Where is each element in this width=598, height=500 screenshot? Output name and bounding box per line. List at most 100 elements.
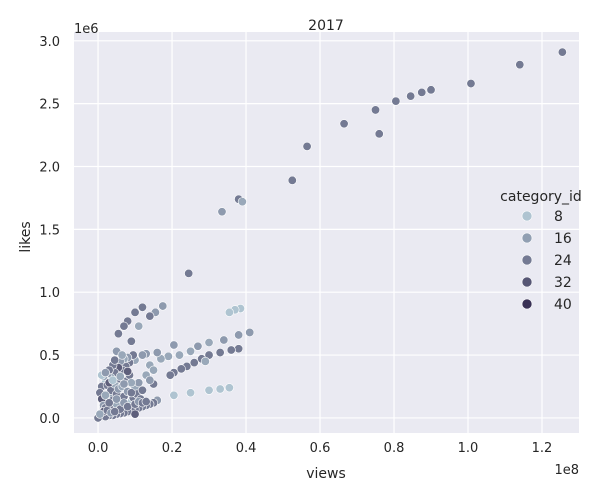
data-point xyxy=(200,356,210,366)
data-point xyxy=(186,388,196,398)
y-tick-label: 0.5 xyxy=(39,349,60,364)
y-offset-label: 1e6 xyxy=(74,22,99,37)
data-point xyxy=(112,394,122,404)
plot-background xyxy=(74,32,579,433)
data-point xyxy=(110,407,120,417)
data-point xyxy=(371,105,381,115)
y-tick-label: 0.0 xyxy=(39,412,60,427)
legend-label: 8 xyxy=(554,209,563,225)
x-axis-label: views xyxy=(306,466,346,482)
data-point xyxy=(134,321,144,331)
y-tick-labels: 0.0 0.5 1.0 1.5 2.0 2.5 3.0 xyxy=(39,35,60,427)
data-point xyxy=(145,311,155,321)
legend-label: 32 xyxy=(554,275,572,291)
data-point xyxy=(123,366,133,376)
y-axis-label: likes xyxy=(18,221,34,252)
data-point xyxy=(217,207,227,217)
data-point xyxy=(95,409,105,419)
x-tick-label: 0.8 xyxy=(384,441,405,456)
data-point xyxy=(204,385,214,395)
data-point xyxy=(169,340,179,350)
y-tick-label: 1.5 xyxy=(39,223,60,238)
data-point xyxy=(137,302,147,312)
data-point xyxy=(557,47,567,57)
data-point xyxy=(224,383,234,393)
data-point xyxy=(130,409,140,419)
legend-label: 40 xyxy=(554,297,572,313)
data-point xyxy=(193,341,203,351)
data-point xyxy=(184,268,194,278)
data-point xyxy=(189,358,199,368)
x-offset-label: 1e8 xyxy=(554,463,579,478)
legend-marker xyxy=(521,232,533,244)
data-point xyxy=(234,330,244,340)
data-point xyxy=(113,329,123,339)
data-point xyxy=(145,375,155,385)
data-point xyxy=(226,345,236,355)
x-tick-label: 0.6 xyxy=(310,441,331,456)
x-tick-label: 0.2 xyxy=(162,441,183,456)
x-tick-labels: 0.0 0.2 0.4 0.6 0.8 1.0 1.2 xyxy=(88,441,553,456)
data-point xyxy=(287,175,297,185)
data-point xyxy=(219,335,229,345)
data-point xyxy=(215,348,225,358)
legend-marker xyxy=(521,254,533,266)
data-point xyxy=(104,398,114,408)
data-point xyxy=(152,348,162,358)
data-point xyxy=(149,365,159,375)
data-point xyxy=(515,60,525,70)
data-point xyxy=(130,307,140,317)
data-point xyxy=(417,87,427,97)
legend-marker xyxy=(521,276,533,288)
data-point xyxy=(115,371,125,381)
data-point xyxy=(466,79,476,89)
data-point xyxy=(165,370,175,380)
data-point xyxy=(110,355,120,365)
data-point xyxy=(234,344,244,354)
legend-marker xyxy=(521,298,533,310)
data-point xyxy=(137,350,147,360)
y-tick-label: 3.0 xyxy=(39,35,60,50)
legend: category_id 8 16 24 32 40 xyxy=(500,189,582,313)
data-point xyxy=(141,397,151,407)
data-point xyxy=(119,379,129,389)
x-tick-label: 1.2 xyxy=(532,441,553,456)
data-point xyxy=(339,119,349,129)
y-tick-label: 1.0 xyxy=(39,286,60,301)
data-point xyxy=(237,197,247,207)
data-point xyxy=(174,350,184,360)
data-point xyxy=(245,327,255,337)
x-tick-label: 1.0 xyxy=(458,441,479,456)
data-point xyxy=(215,384,225,394)
data-point xyxy=(100,390,110,400)
x-tick-label: 0.4 xyxy=(236,441,257,456)
y-tick-label: 2.5 xyxy=(39,98,60,113)
data-point xyxy=(169,390,179,400)
data-point xyxy=(137,385,147,395)
data-points xyxy=(93,47,567,423)
legend-label: 24 xyxy=(554,253,572,269)
legend-marker xyxy=(521,210,533,222)
data-point xyxy=(302,141,312,151)
legend-label: 16 xyxy=(554,231,572,247)
data-point xyxy=(100,368,110,378)
data-point xyxy=(186,346,196,356)
data-point xyxy=(406,91,416,101)
data-point xyxy=(158,301,168,311)
data-point xyxy=(126,336,136,346)
data-point xyxy=(204,337,214,347)
data-point xyxy=(108,375,118,385)
chart-title: 2017 xyxy=(308,18,344,34)
data-point xyxy=(119,321,129,331)
data-point xyxy=(391,96,401,106)
legend-title: category_id xyxy=(500,189,582,205)
data-point xyxy=(126,378,136,388)
y-tick-label: 2.0 xyxy=(39,161,60,176)
data-point xyxy=(117,350,127,360)
data-point xyxy=(176,364,186,374)
data-point xyxy=(126,388,136,398)
data-point xyxy=(224,307,234,317)
x-tick-label: 0.0 xyxy=(88,441,109,456)
data-point xyxy=(426,85,436,95)
